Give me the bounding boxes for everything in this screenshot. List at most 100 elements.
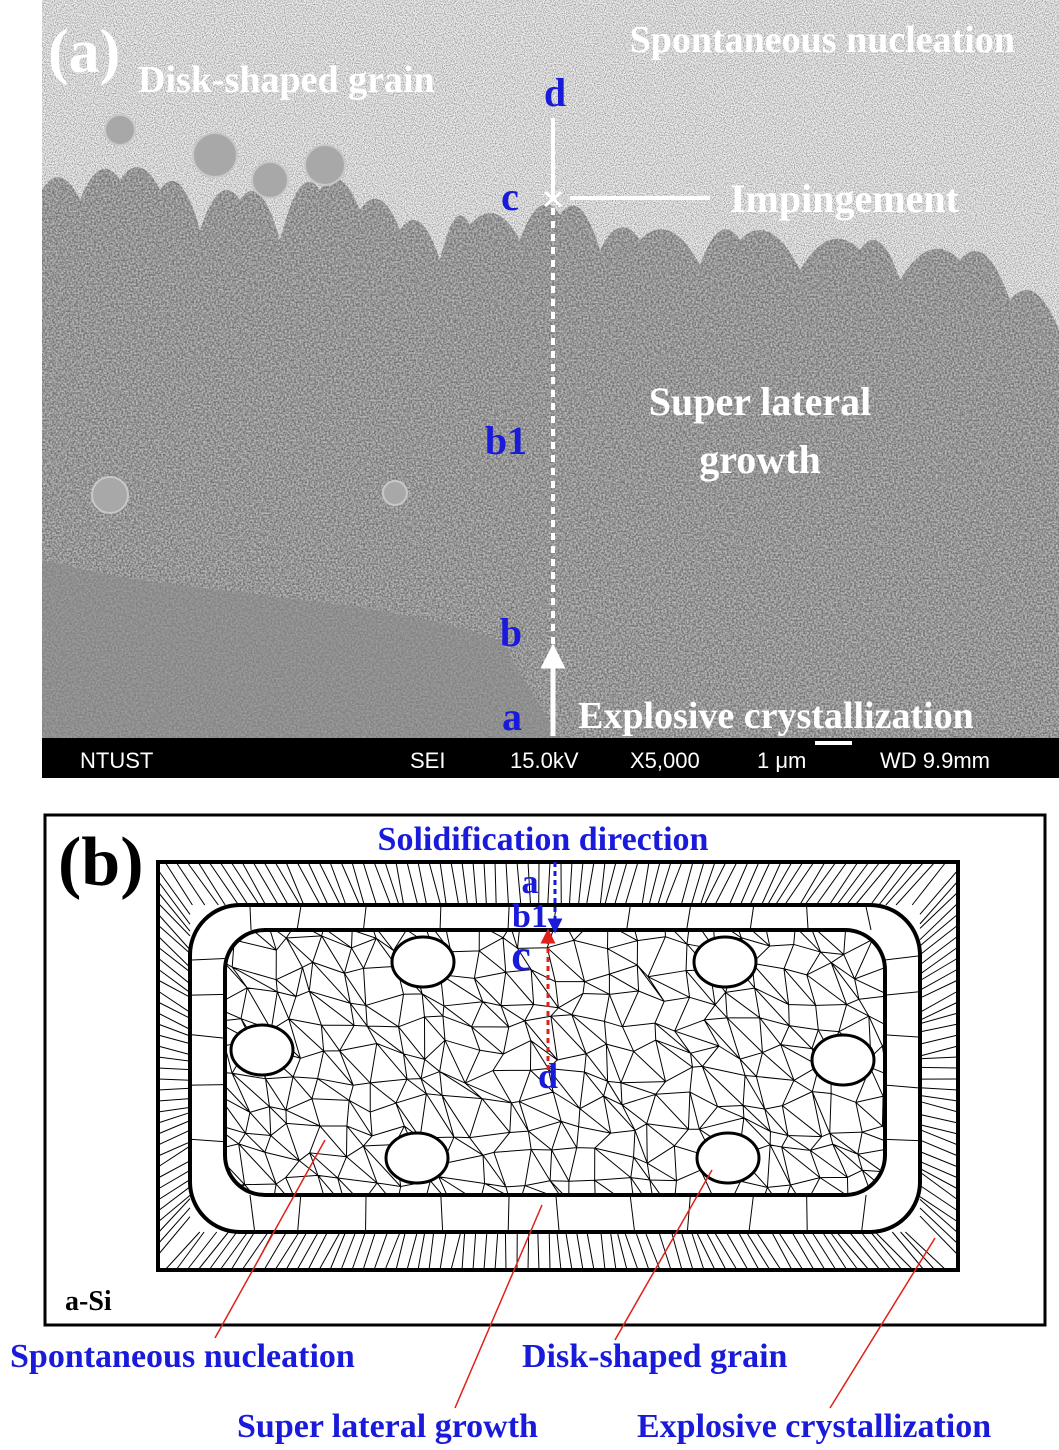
radial-grain	[875, 1232, 913, 1270]
radial-grain	[600, 862, 605, 905]
radial-grain	[352, 1232, 365, 1270]
radial-grain	[429, 862, 441, 905]
radial-grain	[158, 1113, 190, 1123]
radial-grain	[920, 1088, 958, 1090]
disk-grain	[386, 1133, 448, 1183]
radial-grain	[363, 1232, 375, 1270]
radial-grain	[920, 1102, 958, 1112]
disk-grain	[193, 133, 237, 177]
radial-grain	[158, 1217, 190, 1255]
radial-grain	[352, 862, 364, 905]
radial-grain	[158, 881, 190, 924]
radial-grain	[462, 1232, 465, 1270]
radial-grain	[506, 862, 508, 905]
radial-grain	[407, 1232, 417, 1270]
annotation: Super lateral	[649, 379, 872, 424]
radial-grain	[158, 1170, 190, 1189]
radial-grain	[587, 1232, 594, 1270]
radial-grain	[625, 862, 638, 905]
radial-grain	[407, 862, 418, 905]
radial-grain	[158, 1099, 190, 1101]
radial-grain	[418, 862, 427, 905]
radial-grain	[176, 1232, 204, 1270]
radial-grain	[658, 862, 671, 905]
point-label: d	[544, 70, 566, 115]
annotation: Disk-shaped grain	[138, 59, 435, 101]
radial-grain	[920, 1115, 958, 1123]
radial-grain	[569, 862, 572, 905]
radial-grain	[920, 870, 958, 914]
radial-grain	[920, 1024, 958, 1032]
radial-grain	[158, 1046, 190, 1055]
point-label: b	[500, 610, 522, 655]
radial-grain	[756, 1232, 781, 1270]
radial-grain	[726, 1232, 748, 1270]
radial-grain	[605, 862, 616, 905]
radial-grain	[920, 1095, 958, 1101]
radial-grain	[920, 1197, 958, 1222]
radial-grain	[158, 1079, 190, 1080]
info-voltage: 15.0kV	[510, 748, 579, 773]
disk-grain	[697, 1133, 759, 1183]
radial-grain	[484, 862, 486, 905]
radial-grain	[473, 1232, 476, 1270]
radial-grain	[549, 1232, 550, 1270]
info-institution: NTUST	[80, 748, 153, 773]
radial-grain	[601, 1232, 605, 1270]
radial-grain	[451, 1232, 461, 1270]
radial-grain	[495, 1232, 498, 1270]
callout: Super lateral growth	[237, 1408, 538, 1445]
point-label: d	[538, 1056, 558, 1096]
radial-grain	[920, 1002, 958, 1020]
radial-grain	[275, 1232, 299, 1270]
radial-grain	[920, 1208, 958, 1244]
radial-grain	[665, 862, 682, 905]
disk-grain	[694, 937, 756, 987]
substrate-label: a-Si	[65, 1286, 112, 1317]
direction-label: Solidification direction	[378, 821, 709, 858]
disk-grain	[812, 1035, 874, 1085]
radial-grain	[165, 1232, 200, 1270]
radial-grain	[905, 1232, 946, 1270]
callout: Spontaneous nucleation	[10, 1338, 355, 1375]
radial-grain	[920, 991, 958, 1012]
radial-grain	[158, 1068, 190, 1070]
radial-grain	[649, 862, 660, 905]
info-mode: SEI	[410, 748, 445, 773]
radial-grain	[920, 903, 958, 940]
radial-grain	[319, 1232, 340, 1270]
disk-grain	[252, 162, 288, 198]
radial-grain	[577, 1232, 583, 1270]
info-scale: 1 μm	[757, 748, 806, 773]
radial-grain	[495, 862, 496, 905]
radial-grain	[557, 1232, 561, 1270]
panel-label: (a)	[48, 18, 120, 86]
annotation: Explosive crystallization	[578, 695, 974, 737]
radial-grain	[920, 1035, 958, 1044]
radial-grain	[615, 862, 627, 905]
radial-grain	[837, 862, 869, 905]
radial-grain	[920, 892, 958, 928]
radial-grain	[158, 1088, 190, 1090]
radial-grain	[729, 862, 748, 905]
radial-grain	[740, 862, 759, 905]
radial-grain	[297, 862, 320, 905]
radial-grain	[275, 862, 300, 905]
point-label: b1	[485, 418, 527, 463]
radial-grain	[586, 862, 594, 905]
radial-grain	[158, 1024, 190, 1036]
radial-grain	[920, 980, 958, 998]
annotation: Impingement	[730, 176, 960, 221]
radial-grain	[642, 862, 649, 905]
radial-grain	[158, 1057, 190, 1061]
disk-grain	[305, 145, 345, 185]
radial-grain	[579, 862, 583, 905]
radial-grain	[538, 1232, 539, 1270]
radial-grain	[297, 1232, 318, 1270]
radial-grain	[548, 862, 550, 905]
radial-grain	[308, 1232, 327, 1270]
radial-grain	[264, 1232, 286, 1270]
radial-grain	[363, 862, 376, 905]
radial-grain	[920, 1013, 958, 1024]
radial-grain	[308, 862, 328, 905]
